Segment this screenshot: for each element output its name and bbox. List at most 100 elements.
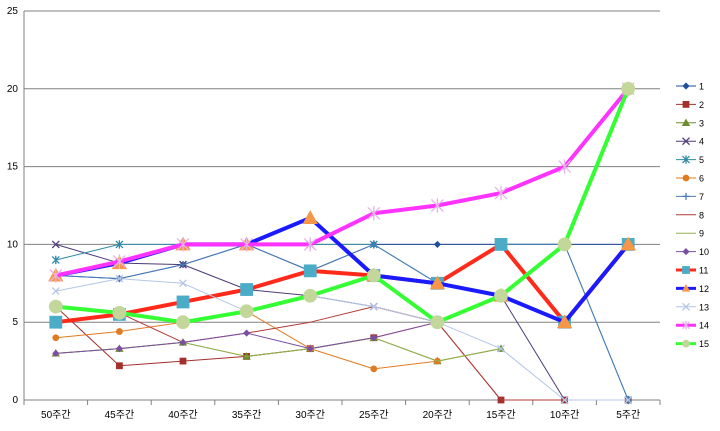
- data-point: [558, 159, 572, 174]
- legend-swatch-marker: [682, 339, 690, 348]
- data-point: [369, 302, 378, 311]
- data-point: [176, 295, 190, 309]
- series-line: [55, 242, 630, 325]
- legend-label: 1: [699, 82, 704, 92]
- data-point: [494, 185, 508, 201]
- data-point: [370, 365, 378, 373]
- data-point: [179, 261, 187, 269]
- legend-label: 14: [699, 321, 709, 331]
- legend-swatch-marker: [681, 118, 691, 126]
- legend-label: 9: [699, 229, 704, 239]
- legend-label: 13: [699, 302, 709, 312]
- series-14: [49, 81, 635, 283]
- legend-entry: 11: [676, 266, 708, 276]
- legend-label: 12: [699, 284, 709, 294]
- legend-entry: 9: [676, 229, 704, 239]
- legend-swatch-marker: [682, 155, 690, 164]
- x-tick-label: 50주간: [41, 409, 71, 421]
- y-tick-label: 20: [7, 84, 19, 95]
- data-point: [620, 236, 636, 251]
- data-point: [366, 268, 381, 283]
- data-point: [494, 288, 508, 303]
- legend-entry: 12: [676, 284, 709, 294]
- x-tick-label: 35주간: [232, 409, 262, 421]
- data-point: [370, 240, 378, 248]
- data-point: [49, 268, 63, 283]
- x-tick-label: 25주간: [359, 409, 389, 421]
- data-point: [433, 240, 441, 248]
- data-point: [303, 288, 318, 303]
- x-tick-label: 45주간: [105, 409, 135, 421]
- data-point: [624, 396, 633, 404]
- legend-label: 6: [699, 174, 704, 184]
- series-line: [55, 87, 630, 278]
- data-point: [239, 304, 254, 319]
- series-8: [55, 306, 629, 401]
- legend-swatch-marker: [682, 266, 690, 274]
- data-point: [557, 237, 572, 252]
- legend-entry: 13: [676, 302, 709, 312]
- legend-label: 15: [699, 339, 709, 349]
- y-tick-label: 15: [7, 162, 19, 173]
- data-point: [430, 315, 445, 330]
- data-point: [367, 206, 381, 221]
- legend-swatch-marker: [682, 137, 690, 146]
- legend-swatch-marker: [682, 101, 690, 108]
- legend-entry: 1: [676, 82, 704, 92]
- legend-label: 10: [699, 247, 709, 257]
- legend-entry: 4: [676, 137, 704, 147]
- data-point: [429, 275, 446, 290]
- legend-label: 8: [699, 210, 704, 220]
- data-point: [240, 283, 254, 296]
- y-tick-label: 10: [7, 239, 19, 250]
- data-point: [52, 349, 60, 357]
- legend-entry: 6: [676, 174, 704, 184]
- series-line: [55, 306, 629, 401]
- data-point: [302, 210, 318, 224]
- data-point: [115, 345, 123, 353]
- data-point: [303, 237, 317, 252]
- legend-entry: 7: [676, 192, 704, 202]
- legend-entry: 5: [676, 155, 704, 165]
- y-tick-label: 0: [12, 395, 18, 406]
- y-tick-label: 5: [12, 317, 18, 328]
- series-15: [48, 81, 636, 330]
- series-line: [55, 243, 629, 401]
- legend-entry: 2: [676, 100, 704, 110]
- series-line: [55, 306, 629, 401]
- legend-entry: 8: [676, 210, 704, 220]
- legend-swatch-marker: [682, 302, 690, 311]
- legend-label: 2: [699, 100, 704, 110]
- x-axis: 50주간 45주간 40주간 35주간 30주간 25주간 20주간 15주간 10주간 5주간: [23, 399, 661, 421]
- data-point: [556, 314, 573, 329]
- legend-label: 4: [699, 137, 704, 147]
- data-point: [51, 255, 60, 265]
- data-point: [51, 240, 60, 249]
- legend-label: 11: [699, 266, 708, 276]
- series-line: [55, 278, 629, 401]
- legend-entry: 15: [676, 339, 709, 349]
- data-point: [51, 287, 60, 296]
- y-axis: 0 5 10 15 20 25: [7, 6, 25, 406]
- x-tick-label: 10주간: [550, 409, 580, 421]
- legend-label: 5: [699, 155, 704, 165]
- data-point: [560, 396, 569, 404]
- data-point: [48, 299, 63, 314]
- legend-label: 7: [699, 192, 704, 202]
- legend-entry: 10: [676, 247, 709, 257]
- data-point: [115, 274, 124, 283]
- legend-entry: 14: [676, 321, 709, 331]
- data-point: [176, 315, 190, 330]
- legend-swatch-marker: [682, 248, 690, 256]
- data-point: [370, 334, 378, 342]
- data-point: [116, 362, 123, 370]
- data-point: [112, 305, 127, 320]
- series-line: [55, 215, 630, 325]
- data-point: [115, 240, 124, 249]
- data-point: [430, 198, 444, 213]
- legend-swatch-marker: [682, 321, 690, 330]
- x-tick-label: 15주간: [486, 409, 516, 421]
- data-point: [176, 237, 190, 252]
- data-point: [112, 254, 126, 269]
